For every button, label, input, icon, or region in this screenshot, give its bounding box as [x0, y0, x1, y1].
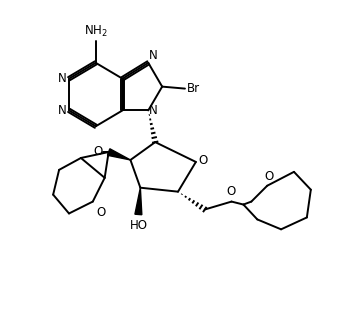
Polygon shape [107, 149, 130, 160]
Text: HO: HO [129, 219, 147, 232]
Polygon shape [135, 188, 142, 215]
Text: N: N [149, 104, 158, 117]
Text: O: O [226, 185, 235, 197]
Text: N: N [58, 72, 67, 85]
Text: O: O [199, 154, 208, 167]
Text: Br: Br [187, 82, 200, 95]
Text: O: O [265, 170, 274, 183]
Text: N: N [58, 104, 67, 117]
Text: N: N [149, 49, 158, 62]
Text: O: O [94, 144, 103, 157]
Text: O: O [97, 206, 106, 219]
Text: NH$_2$: NH$_2$ [84, 24, 108, 39]
